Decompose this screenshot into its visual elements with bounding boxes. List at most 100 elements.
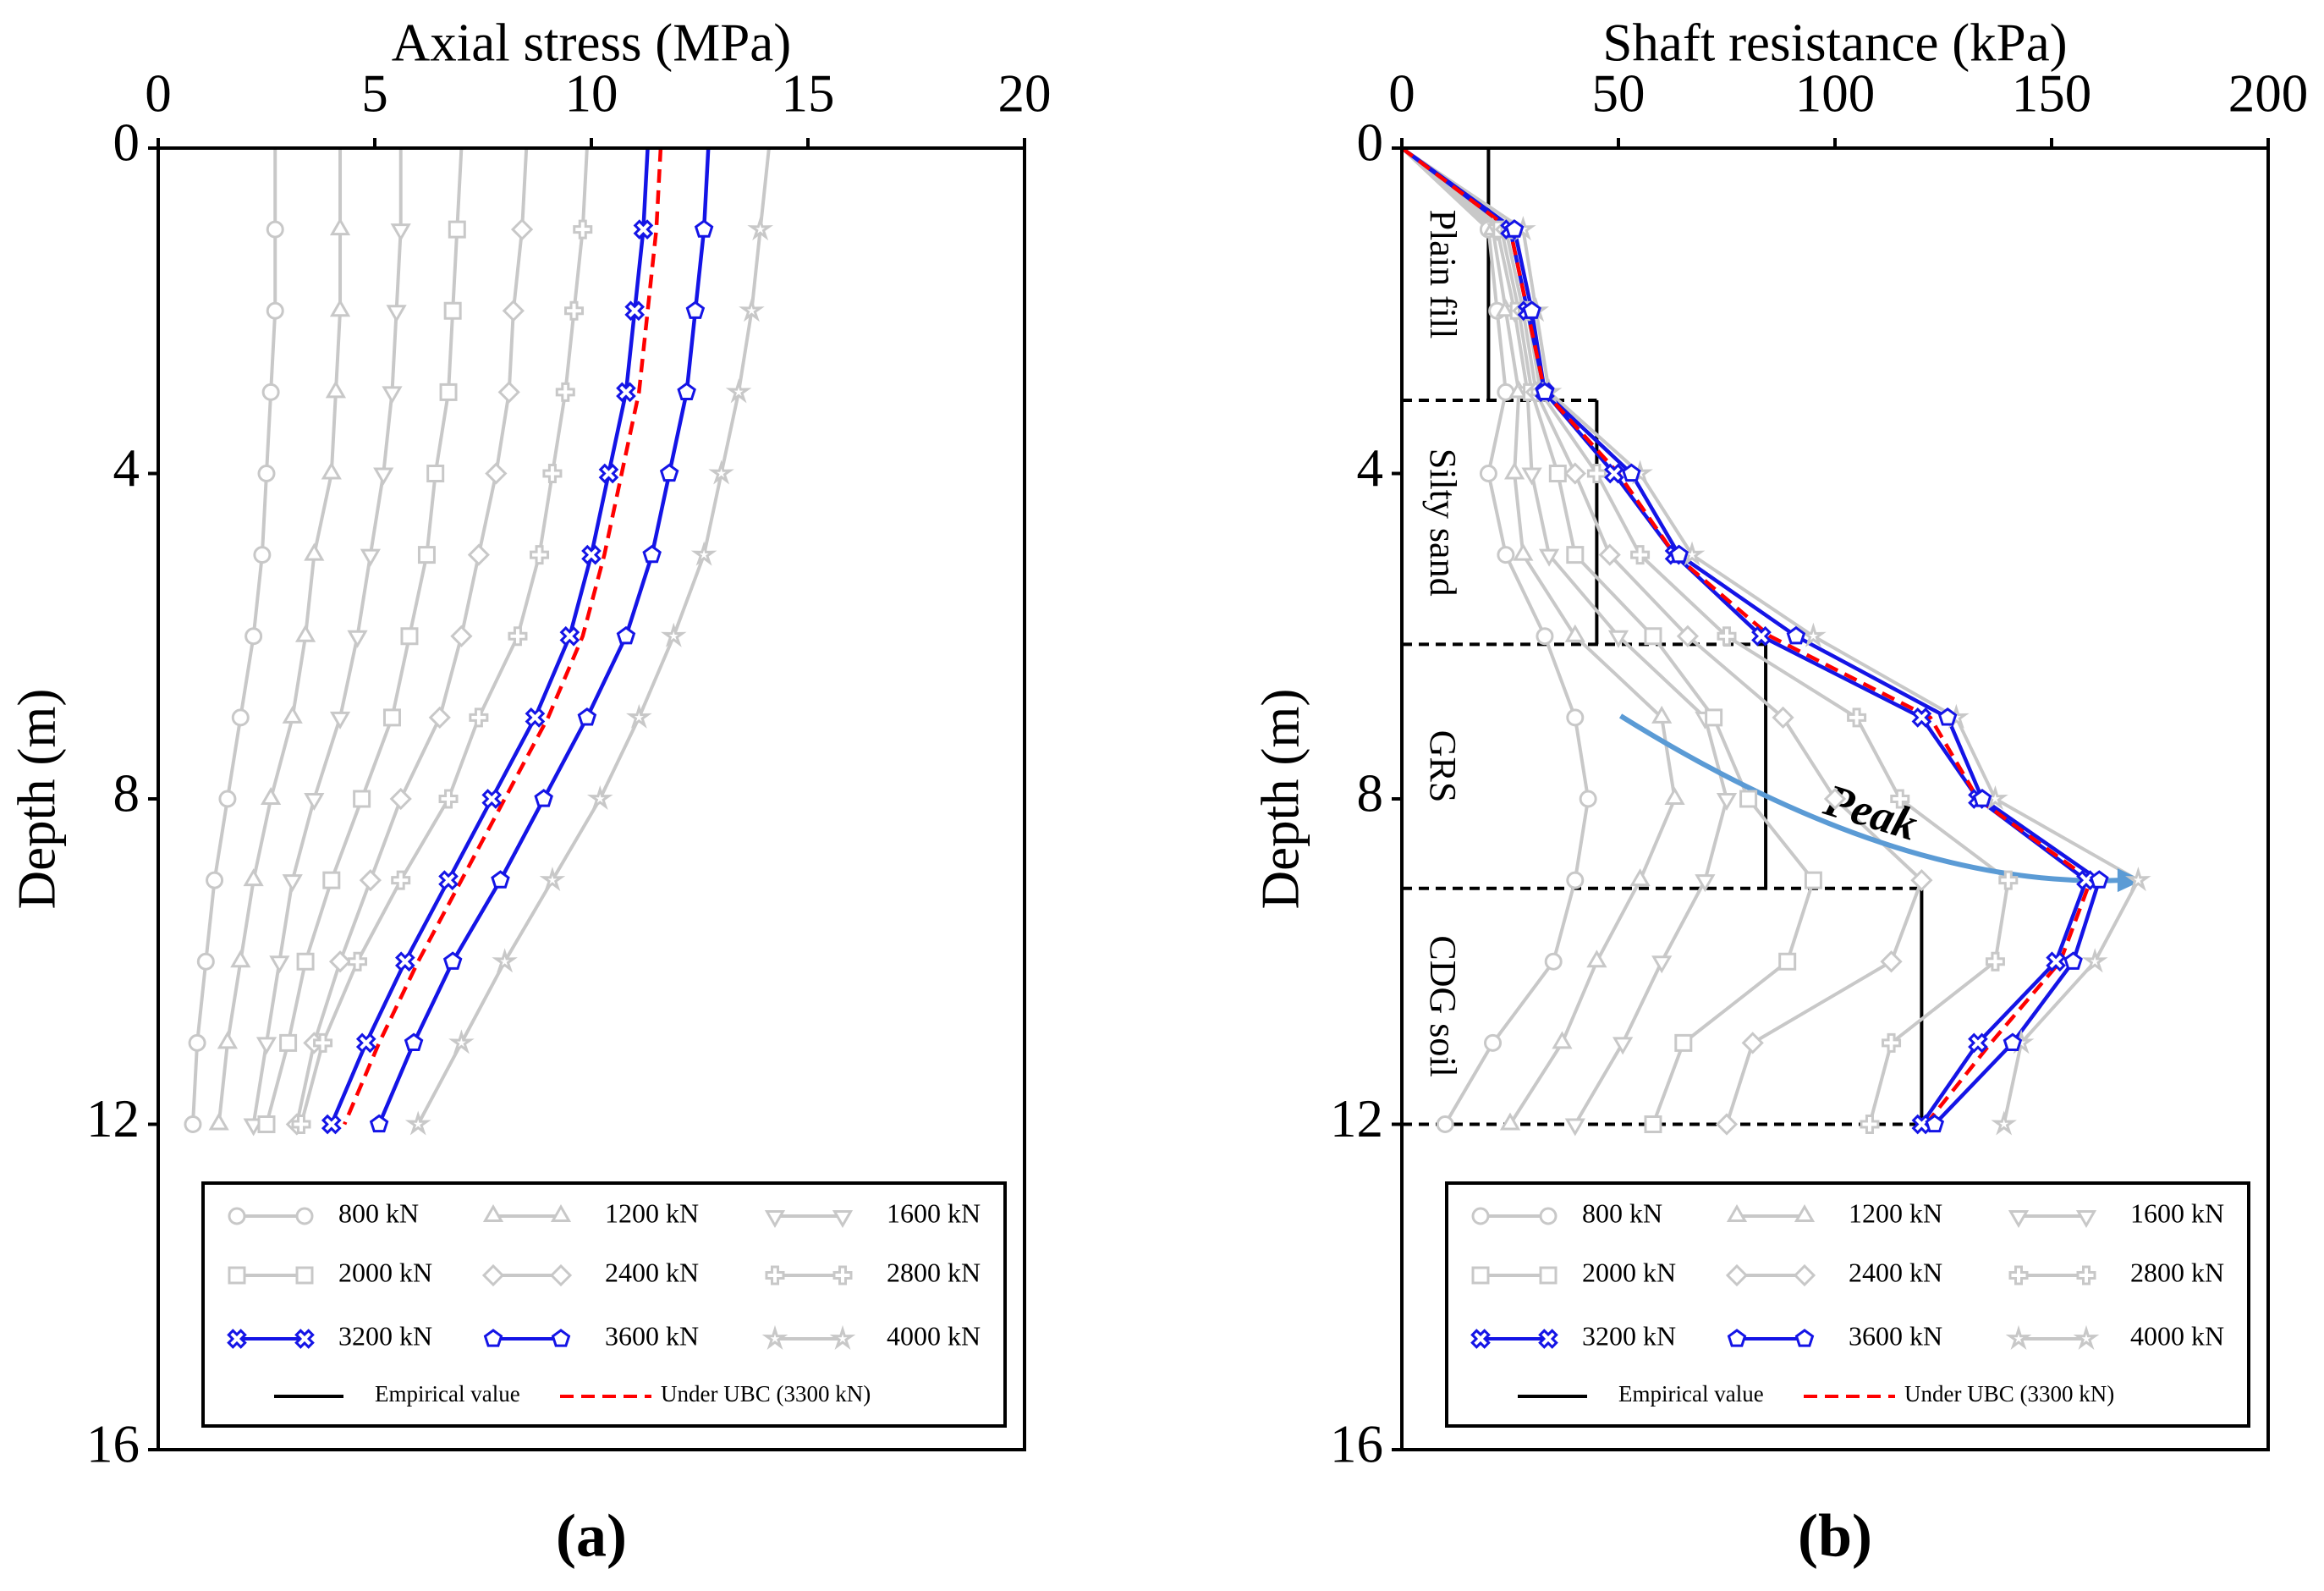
marker	[1499, 1112, 1521, 1131]
marker	[1471, 1207, 1490, 1225]
marker	[347, 630, 368, 648]
marker	[417, 546, 436, 564]
marker	[1471, 1266, 1490, 1285]
marker	[685, 300, 706, 319]
marker	[184, 1115, 202, 1133]
marker	[266, 301, 284, 320]
marker	[294, 624, 316, 642]
marker	[1972, 789, 1992, 807]
marker	[360, 548, 382, 567]
marker	[1847, 707, 1867, 728]
marker	[616, 625, 636, 645]
marker	[253, 546, 272, 564]
marker	[1911, 1114, 1932, 1135]
marker	[1536, 627, 1554, 646]
marker	[1513, 542, 1534, 561]
legend-label: Empirical value	[1618, 1381, 1764, 1407]
marker	[534, 789, 553, 807]
marker	[266, 220, 284, 239]
marker	[1598, 543, 1621, 566]
marker	[539, 867, 566, 892]
marker	[304, 542, 325, 561]
marker	[269, 955, 290, 974]
marker	[442, 951, 463, 970]
marker	[390, 223, 411, 242]
marker	[491, 870, 510, 889]
marker	[598, 463, 619, 484]
marker	[1998, 870, 2019, 890]
marker	[633, 219, 654, 239]
marker	[208, 1112, 229, 1131]
marker	[739, 297, 765, 322]
marker	[469, 707, 489, 728]
marker	[483, 1329, 503, 1347]
marker	[1503, 461, 1525, 480]
marker	[573, 219, 593, 239]
marker	[448, 220, 466, 239]
marker	[1566, 708, 1585, 727]
marker	[404, 1032, 424, 1051]
marker	[2076, 1265, 2096, 1285]
marker	[555, 382, 575, 402]
marker	[1725, 1263, 1749, 1287]
marker	[329, 217, 351, 236]
legend-label: 2000 kN	[338, 1257, 432, 1287]
marker	[2125, 867, 2151, 892]
marker	[217, 1031, 239, 1049]
y-tick-label: 16	[1330, 1414, 1383, 1473]
marker	[2008, 1210, 2030, 1228]
legend-label: 800 kN	[1582, 1197, 1662, 1228]
marker	[294, 1329, 315, 1349]
marker	[616, 382, 636, 403]
marker	[359, 869, 382, 892]
marker	[1778, 952, 1797, 971]
marker	[218, 790, 237, 808]
marker	[564, 300, 585, 321]
marker	[1644, 627, 1662, 646]
marker	[1910, 869, 1933, 892]
x-tick-label: 5	[361, 63, 388, 123]
legend-label: Under UBC (3300 kN)	[1904, 1381, 2114, 1407]
marker	[296, 952, 315, 971]
marker	[313, 1032, 333, 1053]
marker	[329, 299, 351, 317]
marker	[530, 545, 550, 565]
marker	[1566, 546, 1585, 564]
marker	[1800, 622, 1827, 647]
marker	[1772, 706, 1794, 729]
marker	[1566, 871, 1585, 889]
marker	[1504, 219, 1525, 238]
marker	[2081, 948, 2108, 973]
marker	[581, 544, 602, 565]
marker	[231, 708, 250, 727]
marker	[467, 543, 491, 566]
marker	[1669, 544, 1689, 564]
marker	[725, 378, 752, 404]
x-tick-label: 100	[1795, 63, 1876, 123]
layer-label: Plain fill	[1422, 210, 1464, 339]
marker	[438, 789, 459, 809]
marker	[1564, 624, 1585, 642]
marker	[2076, 870, 2096, 890]
marker	[1804, 871, 1822, 889]
marker	[353, 790, 371, 808]
legend-label: 3600 kN	[1849, 1320, 1942, 1351]
x-tick-label: 200	[2228, 63, 2309, 123]
legend-box	[201, 1181, 1007, 1428]
marker	[559, 625, 580, 647]
y-tick-label: 8	[1357, 763, 1384, 823]
marker	[829, 1324, 856, 1351]
x-tick-label: 0	[1388, 63, 1415, 123]
marker	[482, 1204, 504, 1222]
marker	[492, 948, 518, 973]
arrow-head	[2117, 868, 2143, 893]
marker	[765, 1265, 785, 1285]
marker	[1674, 1033, 1693, 1052]
marker	[2090, 870, 2109, 889]
legend-label: 2800 kN	[2130, 1257, 2224, 1287]
marker	[1612, 1037, 1634, 1055]
marker	[1479, 465, 1497, 482]
x-tick-label: 150	[2012, 63, 2092, 123]
marker	[2073, 1324, 2100, 1351]
